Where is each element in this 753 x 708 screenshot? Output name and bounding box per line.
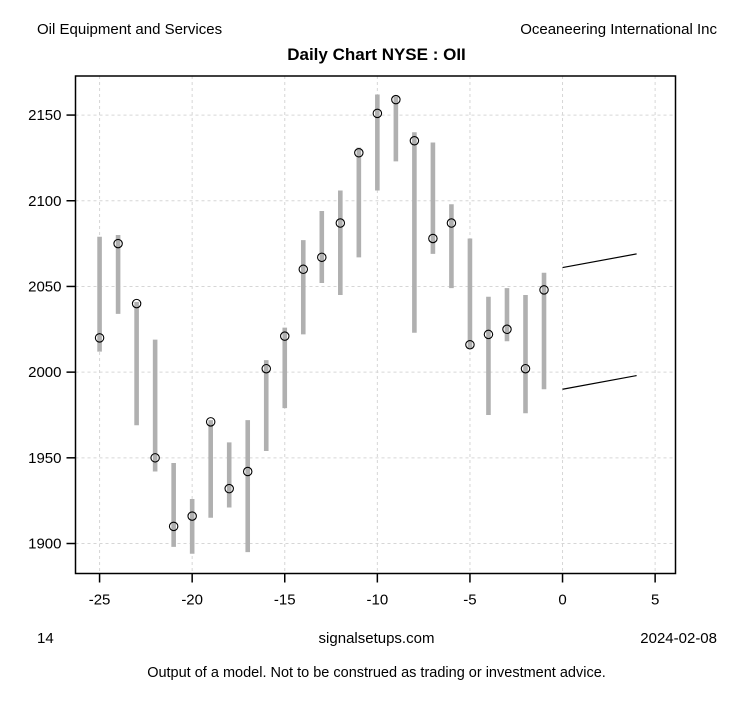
y-tick-label: 2100 bbox=[28, 193, 61, 210]
close-marker bbox=[502, 324, 512, 335]
close-marker bbox=[446, 218, 457, 228]
y-tick-label: 2000 bbox=[28, 364, 61, 381]
close-marker bbox=[187, 511, 197, 521]
close-marker bbox=[520, 363, 531, 374]
close-marker bbox=[280, 331, 290, 341]
close-marker bbox=[113, 238, 123, 249]
x-axis: -25 -20 -15 -10 -5 0 5 bbox=[89, 573, 659, 609]
x-tick-label: -25 bbox=[89, 592, 111, 609]
close-marker bbox=[409, 136, 420, 146]
close-marker bbox=[150, 453, 160, 463]
company-label: Oceaneering International Inc bbox=[520, 21, 717, 38]
price-chart: -25 -20 -15 -10 -5 0 5 1900 1950 2000 2050 2100 2150 bbox=[28, 75, 677, 609]
close-marker bbox=[131, 298, 142, 309]
x-tick-label: -5 bbox=[463, 592, 476, 609]
close-marker bbox=[298, 264, 309, 275]
close-marker bbox=[224, 483, 234, 494]
close-marker bbox=[372, 108, 383, 119]
disclaimer-text: Output of a model. Not to be construed a… bbox=[147, 665, 606, 681]
x-tick-label: -15 bbox=[274, 592, 296, 609]
close-marker bbox=[317, 252, 327, 263]
close-marker bbox=[354, 148, 364, 158]
chart-title: Daily Chart NYSE : OII bbox=[287, 45, 466, 64]
left-number: 14 bbox=[37, 630, 54, 647]
close-marker bbox=[168, 521, 179, 532]
website-label: signalsetups.com bbox=[318, 630, 435, 647]
plot-border bbox=[74, 75, 677, 575]
forecast-lines bbox=[562, 253, 637, 390]
sector-label: Oil Equipment and Services bbox=[37, 21, 223, 38]
close-marker bbox=[539, 285, 549, 295]
close-marker bbox=[391, 94, 401, 105]
hlc-bars bbox=[97, 94, 547, 554]
close-marker bbox=[242, 466, 253, 477]
x-tick-label: 5 bbox=[651, 592, 659, 609]
y-axis: 1900 1950 2000 2050 2100 2150 bbox=[28, 107, 76, 553]
close-marker bbox=[261, 363, 271, 374]
x-tick-label: -10 bbox=[367, 592, 389, 609]
y-tick-label: 1950 bbox=[28, 450, 61, 467]
date-label: 2024-02-08 bbox=[640, 630, 717, 647]
y-tick-label: 1900 bbox=[28, 536, 61, 553]
y-tick-label: 2150 bbox=[28, 107, 61, 124]
x-tick-label: 0 bbox=[558, 592, 566, 609]
forecast-line bbox=[562, 374, 637, 390]
close-marker bbox=[465, 339, 475, 350]
close-marker bbox=[483, 329, 494, 340]
close-marker bbox=[335, 218, 346, 228]
close-marker bbox=[205, 417, 216, 427]
close-markers bbox=[94, 94, 549, 532]
y-tick-label: 2050 bbox=[28, 278, 61, 295]
close-marker bbox=[428, 233, 438, 244]
close-marker bbox=[94, 333, 105, 343]
x-tick-label: -20 bbox=[181, 592, 203, 609]
forecast-line bbox=[562, 253, 637, 269]
